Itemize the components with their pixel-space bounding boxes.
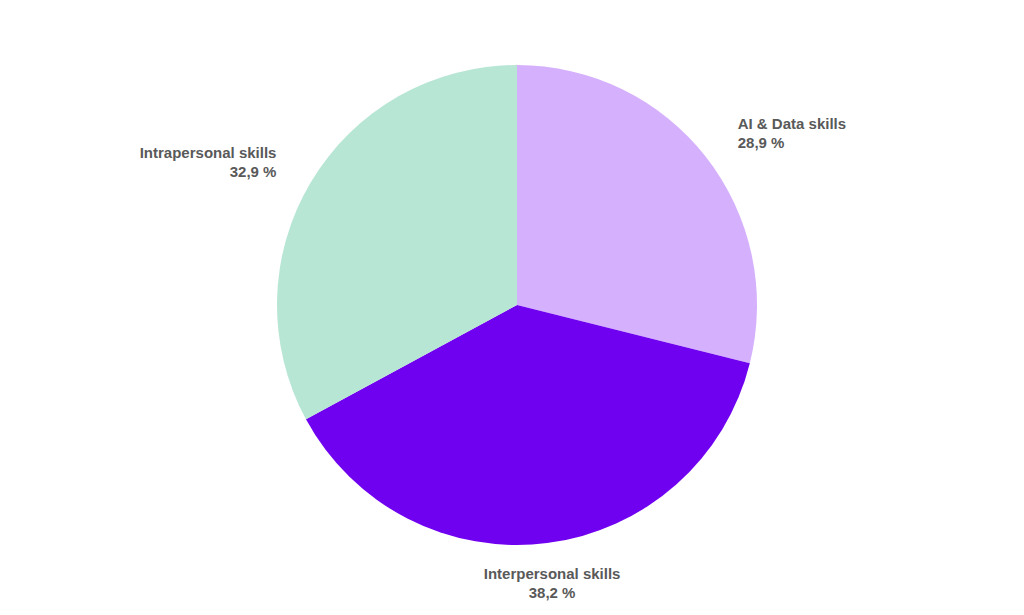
svg-text:Interpersonal skills38,2 %: Interpersonal skills38,2 % xyxy=(484,565,621,601)
svg-text:AI & Data skills28,9 %: AI & Data skills28,9 % xyxy=(738,115,846,151)
svg-text:Intrapersonal skills32,9 %: Intrapersonal skills32,9 % xyxy=(140,144,277,180)
